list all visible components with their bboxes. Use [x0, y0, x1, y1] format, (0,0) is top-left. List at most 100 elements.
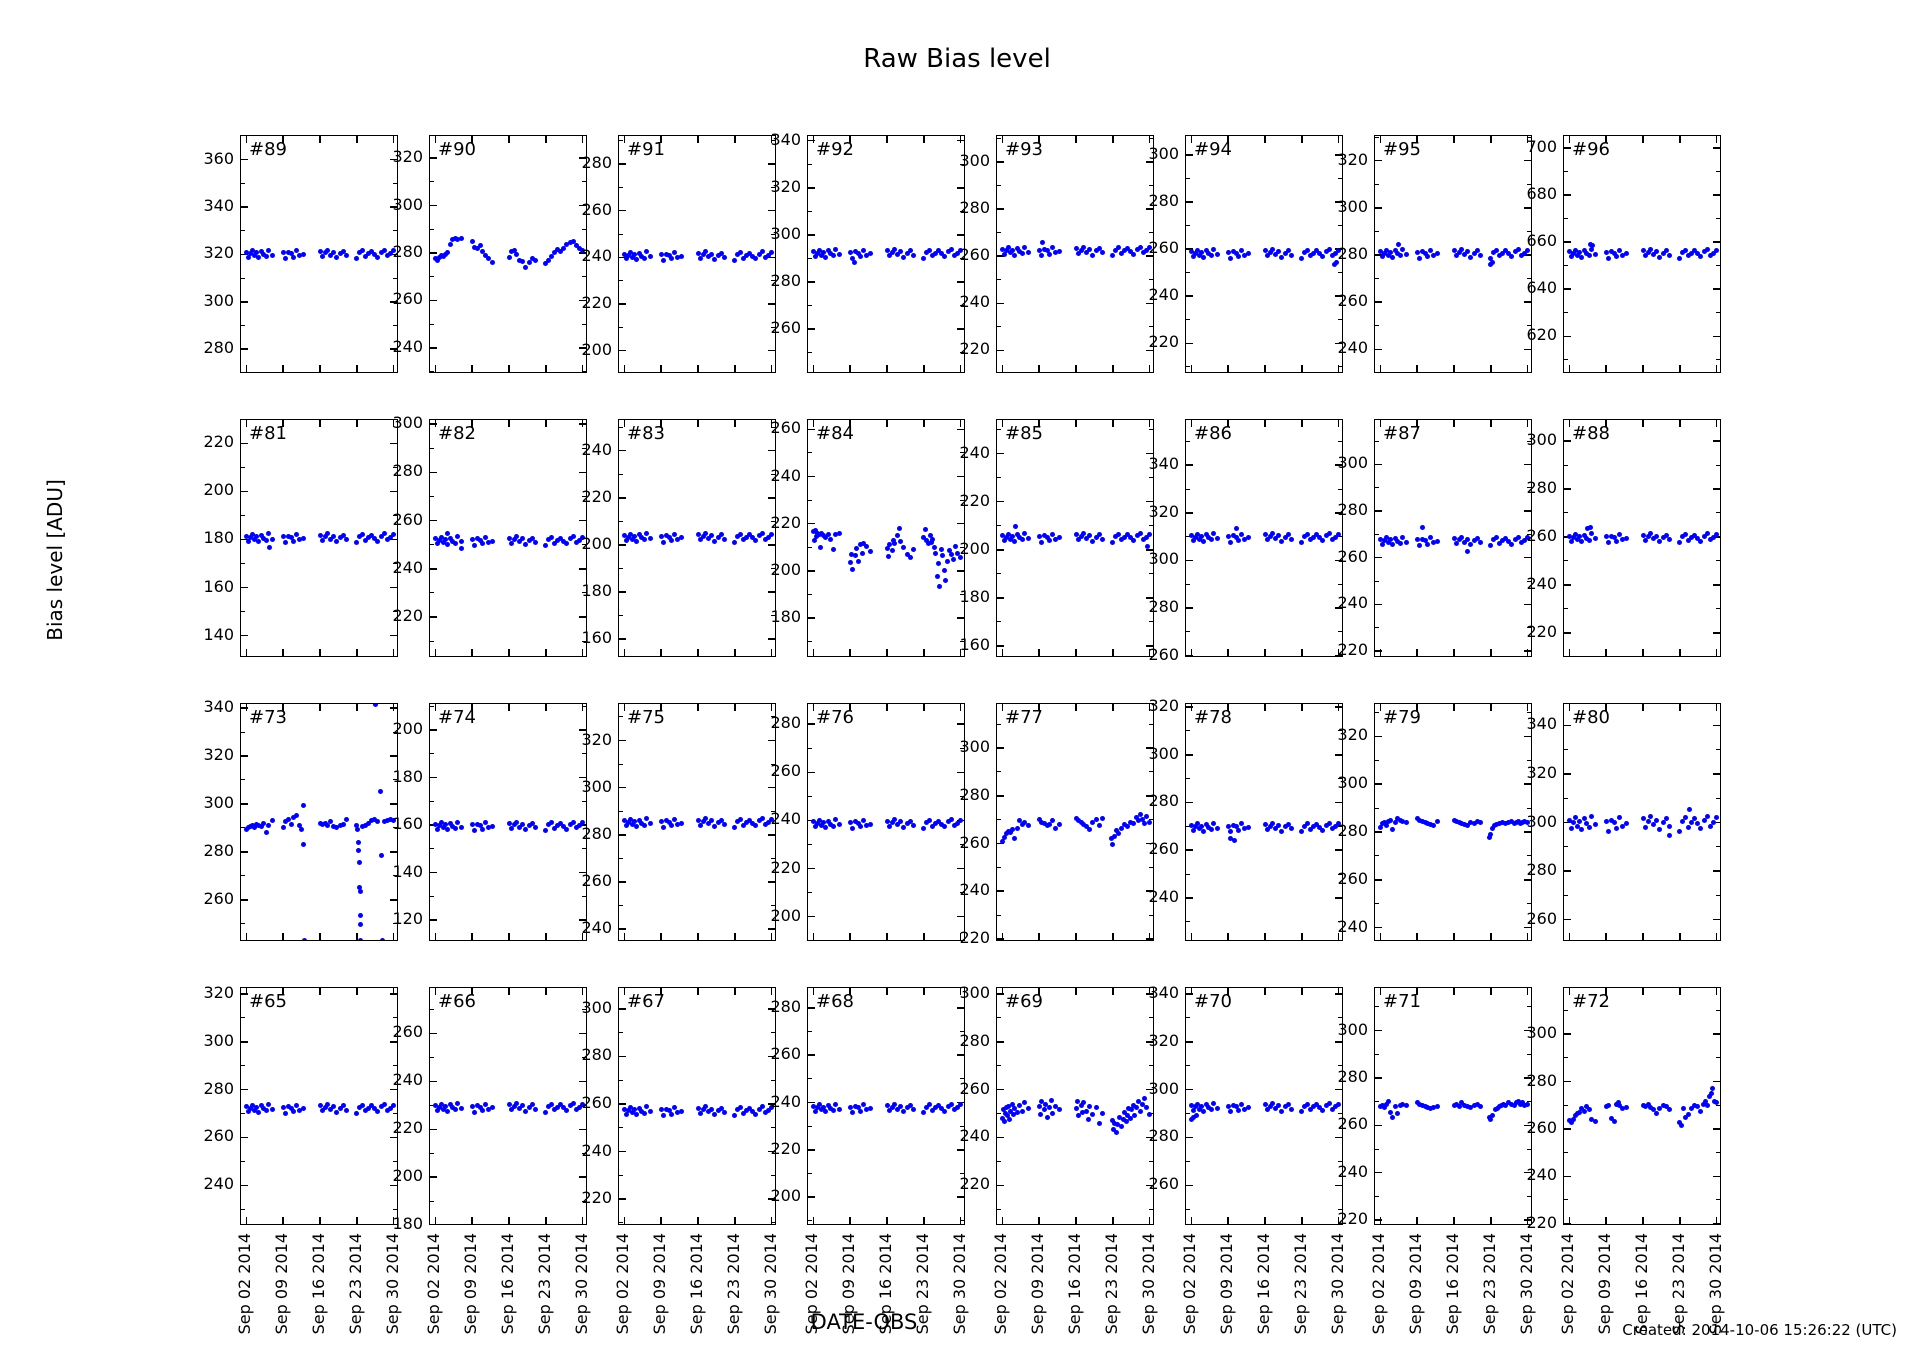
x-tick-mark — [508, 1217, 510, 1224]
data-point — [884, 1103, 890, 1109]
data-point — [1648, 813, 1654, 819]
data-point — [1465, 823, 1471, 829]
data-point — [672, 816, 678, 822]
data-point — [1333, 250, 1339, 256]
data-point — [1279, 254, 1285, 260]
y-tick-mark — [1375, 463, 1382, 466]
x-tick-mark — [1679, 649, 1681, 656]
data-point — [1201, 1108, 1207, 1114]
y-minor-tick-mark — [619, 1222, 623, 1224]
data-point — [486, 1106, 492, 1112]
y-minor-tick-mark — [1564, 1199, 1568, 1201]
x-tick-label: Sep 16 2014 — [309, 1233, 328, 1335]
y-minor-tick-mark — [619, 473, 623, 475]
data-point — [1141, 1095, 1147, 1101]
data-point — [908, 1103, 914, 1109]
y-minor-tick-mark — [1716, 359, 1720, 361]
data-point — [1078, 819, 1084, 825]
y-minor-tick-mark — [1149, 184, 1153, 186]
data-point — [1522, 1102, 1528, 1108]
data-point — [520, 258, 526, 264]
data-point — [1666, 823, 1672, 829]
data-point — [1125, 246, 1131, 252]
y-minor-tick-mark — [1375, 759, 1379, 761]
y-minor-tick-mark — [430, 228, 434, 230]
data-point — [432, 821, 438, 827]
y-tick-mark — [768, 449, 775, 452]
data-point — [898, 1103, 904, 1109]
data-point — [1333, 824, 1339, 830]
data-point — [243, 1104, 249, 1110]
y-tick-mark — [390, 1136, 397, 1139]
data-point — [769, 1105, 775, 1111]
y-tick-mark — [957, 234, 964, 236]
x-tick-mark — [392, 365, 395, 372]
x-tick-mark — [1605, 988, 1607, 995]
data-point — [445, 1108, 451, 1114]
data-point — [819, 252, 825, 258]
y-tick-mark — [1146, 1136, 1153, 1139]
y-tick-mark — [997, 597, 1004, 599]
data-point — [341, 532, 347, 538]
y-tick-mark — [957, 281, 964, 283]
data-point — [1465, 536, 1471, 542]
data-point — [1233, 1104, 1239, 1110]
data-point — [441, 1106, 447, 1112]
data-point — [506, 820, 512, 826]
y-tick-mark — [1186, 295, 1193, 297]
x-tick-mark — [1715, 1217, 1718, 1224]
data-point — [1050, 245, 1056, 251]
y-minor-tick-mark — [960, 892, 964, 894]
data-point — [1417, 255, 1423, 261]
x-tick-mark — [959, 933, 962, 940]
data-point — [1700, 1101, 1706, 1107]
x-tick-mark — [1075, 988, 1077, 995]
y-tick-label: 280 — [1148, 791, 1179, 811]
data-point — [325, 1101, 331, 1107]
x-tick-mark — [734, 1217, 736, 1224]
data-point — [444, 531, 450, 537]
x-tick-mark — [434, 704, 437, 711]
y-tick-label: 260 — [392, 509, 423, 529]
y-tick-mark — [1564, 488, 1571, 490]
y-minor-tick-mark — [1527, 807, 1531, 809]
x-tick-mark — [245, 988, 248, 995]
data-point — [1042, 1101, 1048, 1107]
data-point — [1422, 819, 1428, 825]
y-minor-tick-mark — [1527, 487, 1531, 489]
x-tick-mark — [1715, 136, 1718, 143]
data-point — [712, 824, 718, 830]
y-minor-tick-mark — [960, 747, 964, 749]
data-point — [1645, 818, 1651, 824]
y-minor-tick-mark — [1186, 1113, 1190, 1115]
y-tick-mark — [1146, 795, 1153, 797]
data-point — [469, 822, 475, 828]
x-tick-mark — [849, 988, 851, 995]
data-point — [1419, 524, 1425, 530]
data-point — [1194, 1113, 1200, 1119]
y-tick-mark — [1564, 335, 1571, 338]
x-tick-label: Sep 30 2014 — [949, 1233, 969, 1335]
data-point — [1425, 254, 1431, 260]
data-point — [266, 531, 272, 537]
data-point — [1073, 815, 1079, 821]
y-tick-mark — [241, 1041, 248, 1043]
x-tick-mark — [508, 365, 510, 372]
y-minor-tick-mark — [997, 184, 1001, 186]
y-tick-mark — [957, 1149, 964, 1151]
y-tick-mark — [390, 158, 397, 161]
x-tick-mark — [1038, 649, 1040, 656]
y-minor-tick-mark — [771, 716, 775, 718]
data-point — [1666, 1107, 1672, 1113]
data-point — [1568, 254, 1574, 260]
x-tick-mark — [1605, 365, 1607, 372]
data-point — [1503, 1102, 1509, 1108]
y-tick-mark — [1713, 1033, 1720, 1035]
data-point — [1078, 1102, 1084, 1108]
data-point — [1698, 254, 1704, 260]
data-point — [509, 1107, 515, 1113]
y-tick-mark — [390, 1088, 397, 1091]
data-point — [747, 817, 753, 823]
y-tick-label: 280 — [1337, 500, 1368, 519]
data-point — [354, 823, 360, 829]
